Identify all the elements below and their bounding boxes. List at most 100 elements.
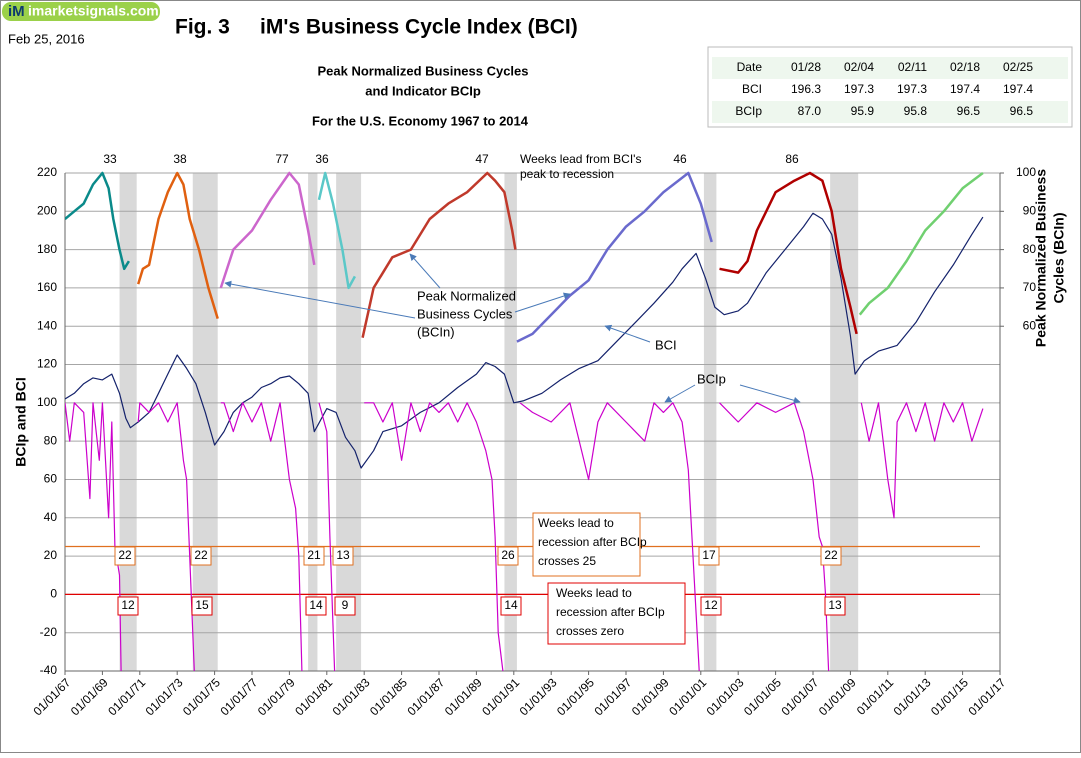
lead-box [191,596,213,616]
lead-from-peak: 36 [315,152,329,166]
bcin-note: (BCIn) [417,324,455,339]
lead-value: 13 [336,548,350,562]
bcin-line [516,171,713,343]
subtitle: and Indicator BCIp [365,83,481,98]
note-box [547,582,686,645]
lead-value: 13 [828,598,842,612]
table-cell: 95.8 [904,104,928,118]
y-tick-label: -40 [40,663,58,677]
table [707,46,1073,128]
lead-box [190,546,212,566]
annotation-arrow [224,280,416,319]
lead-value: 12 [121,598,135,612]
y2-tick-label: 90 [1023,203,1037,217]
lead-from-peak: 47 [475,152,489,166]
table-cell: 196.3 [791,82,821,96]
bcin-line [219,171,316,289]
table-row-bg [712,101,1068,123]
lead-box [305,596,327,616]
lead-box [820,546,842,566]
table-header: 02/25 [1003,60,1033,74]
y-tick-label: 100 [37,395,57,409]
logo-badge [2,2,160,21]
bcin-line [137,171,219,319]
y-tick-label: 200 [37,203,57,217]
bcin-note: Peak Normalized [417,288,516,303]
bcin-line [858,172,984,316]
recession-band [192,173,218,671]
subtitle: For the U.S. Economy 1967 to 2014 [312,113,529,128]
lead-from-peak: 46 [673,152,687,166]
annotation-arrow [664,384,696,403]
series-line [65,212,984,469]
table-cell: 96.5 [957,104,981,118]
note-text: Weeks lead to [556,586,632,600]
y-tick-label: 40 [44,510,58,524]
table-cell: 96.5 [1010,104,1034,118]
y-tick-label: 220 [37,165,57,179]
note-text: crosses zero [556,624,624,638]
lead-box [700,596,722,616]
y-tick-label: 60 [44,472,58,486]
table-cell: 197.4 [1003,82,1033,96]
annotation-arrow [514,292,571,313]
y-tick-label: 140 [37,318,57,332]
table-cell: 95.9 [851,104,875,118]
table-cell: BCIp [735,104,762,118]
table-cell: 197.4 [950,82,980,96]
annotation-arrow [739,384,801,404]
y2-tick-label: 100 [1016,165,1036,179]
table-header: 02/18 [950,60,980,74]
lead-box [114,546,136,566]
table-header: 02/04 [844,60,874,74]
y-tick-label: -20 [40,625,58,639]
y-tick-label: 80 [44,433,58,447]
y2-tick-label: 60 [1023,318,1037,332]
y-tick-label: 20 [44,548,58,562]
chart-title: iM's Business Cycle Index (BCI) [260,16,578,39]
y-tick-label: 120 [37,357,57,371]
table-header: 01/28 [791,60,821,74]
y2-tick-label: 70 [1023,280,1037,294]
lead-value: 21 [307,548,321,562]
y-tick-label: 180 [37,242,57,256]
lead-value: 17 [702,548,716,562]
bcin-note: Business Cycles [417,306,513,321]
lead-from-peak: 38 [173,152,187,166]
lead-value: 22 [824,548,838,562]
bcin-line [65,171,130,271]
logo-site: imarketsignals.com [28,3,159,19]
lead-from-peak: 86 [785,152,799,166]
note-box [532,512,641,577]
y2-axis-label: Peak Normalized Business [1033,169,1049,347]
table-header: 02/11 [898,60,927,74]
annotation-arrow [409,253,441,289]
lead-box [332,546,354,566]
lead-note: peak to recession [520,167,614,181]
lead-box [698,546,720,566]
table-header: Date [737,60,763,74]
note-text: Weeks lead to [538,516,614,530]
table-cell: BCI [742,82,762,96]
subtitle: Peak Normalized Business Cycles [318,63,529,78]
bcin-line [719,171,858,335]
lead-box [500,596,522,616]
y-axis-label: BCIp and BCI [13,377,29,466]
table-cell: 197.3 [844,82,874,96]
lead-value: 22 [118,548,132,562]
annotation-arrow [604,324,651,343]
plot-lines [65,171,984,672]
bcip-note: BCIp [697,371,726,386]
lead-box [334,596,356,616]
table-row-bg [712,57,1068,79]
y2-axis-label: Cycles (BCIn) [1051,212,1067,303]
lead-value: 14 [504,598,518,612]
lead-box [117,596,139,616]
date: Feb 25, 2016 [8,31,85,46]
lead-from-peak: 33 [103,152,117,166]
bcin-line [317,171,356,290]
note-text: crosses 25 [538,554,596,568]
lead-value: 15 [195,598,209,612]
lead-value: 12 [704,598,718,612]
